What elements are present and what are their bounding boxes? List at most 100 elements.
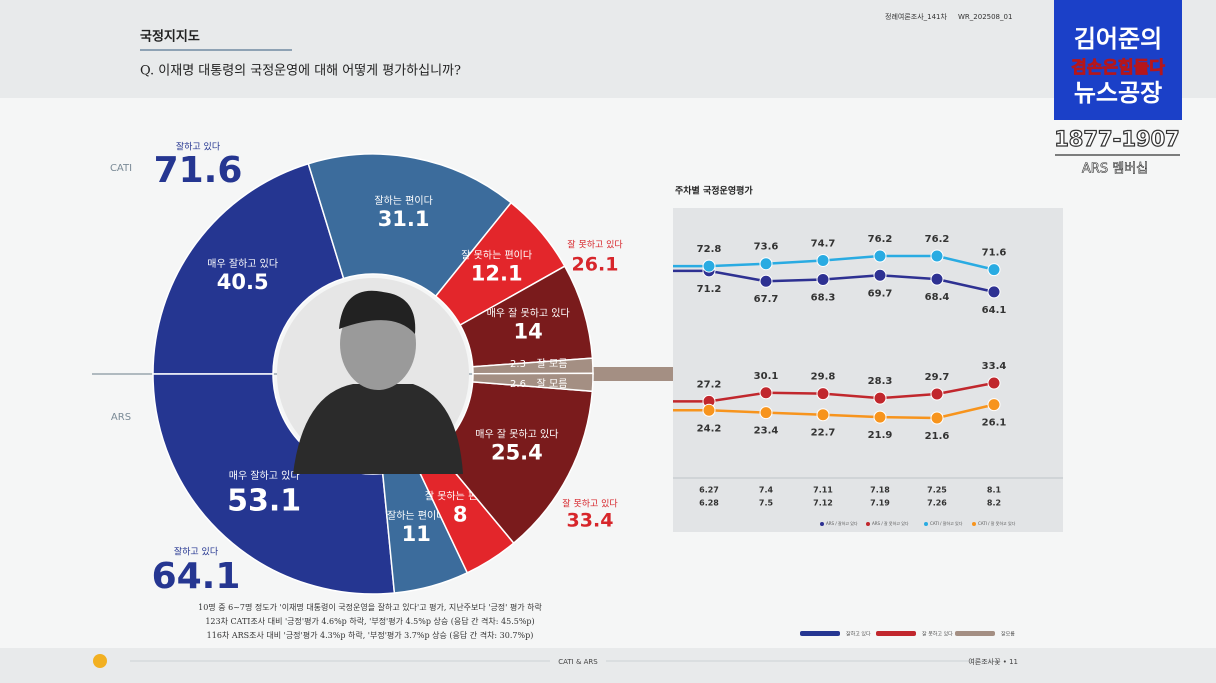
legend-dot (924, 522, 928, 526)
legend-swatch (800, 631, 840, 636)
logo-line3: 뉴스공장 (1074, 79, 1162, 107)
footer-band (0, 648, 1216, 683)
data-label: 21.9 (868, 430, 893, 441)
series-point (930, 249, 944, 263)
legend-dot (820, 522, 824, 526)
legend-dot (972, 522, 976, 526)
segment-value: 11 (402, 522, 431, 546)
segment-label: 매우 잘 못하고 있다 (475, 427, 558, 440)
data-label: 22.7 (811, 428, 836, 439)
segment-value: 2.3 (510, 359, 526, 370)
logo-line2: 겸손은힘들다 (1071, 57, 1165, 78)
total-label: 잘하고 있다 (174, 546, 219, 558)
series-name: ARS (111, 412, 131, 423)
data-label: 73.6 (754, 242, 779, 253)
segment-value: 25.4 (491, 440, 543, 464)
footer-center: CATI & ARS (558, 658, 598, 666)
data-label: 27.2 (697, 379, 722, 390)
segment-label: 잘하는 편이다 (387, 509, 445, 522)
series-point (873, 268, 887, 282)
series-point (873, 391, 887, 405)
segment-label: 잘 모름 (537, 358, 568, 370)
x-tick-label: 7.5 (759, 499, 774, 508)
survey-code: WR_202508_01 (958, 13, 1012, 21)
data-label: 68.3 (811, 292, 836, 303)
footer-mask (550, 654, 606, 668)
segment-label: 잘하는 편이다 (374, 194, 432, 207)
donut-segment (307, 153, 513, 298)
series-point (930, 387, 944, 401)
legend-label: 잘 못하고 있다 (922, 631, 953, 638)
donut-segment (152, 162, 345, 375)
logo-phone: 1877-1907 (1054, 127, 1180, 151)
x-tick-label: 7.11 (813, 486, 833, 495)
total-label: 잘 못하고 있다 (567, 239, 623, 251)
photo-figure (293, 384, 463, 474)
series-point (873, 410, 887, 424)
legend-label: 잘하고 있다 (846, 631, 871, 638)
total-label: 잘 못하고 있다 (562, 498, 618, 510)
legend-label: ARS / 잘하고 있다 (826, 520, 858, 526)
series-point (816, 272, 830, 286)
segment-value: 14 (514, 319, 543, 343)
series-point (930, 411, 944, 425)
total-value: 26.1 (572, 254, 619, 276)
series-name: CATI (110, 163, 132, 174)
data-label: 26.1 (982, 418, 1007, 429)
segment-label: 잘 못하는 편이다 (461, 248, 532, 261)
x-tick-label: 6.28 (699, 499, 719, 508)
segment-value: 2.6 (510, 379, 526, 390)
logo-line1: 김어준의 (1074, 25, 1162, 53)
footnote: 10명 중 6~7명 정도가 '이재명 대통령이 국정운영을 잘하고 있다'고 … (198, 602, 542, 612)
data-label: 72.8 (697, 244, 722, 255)
data-label: 74.7 (811, 238, 836, 249)
data-label: 28.3 (868, 376, 893, 387)
total-value: 71.6 (154, 150, 243, 191)
section-title: 국정지지도 (140, 29, 200, 45)
series-point (816, 408, 830, 422)
series-point (873, 249, 887, 263)
series-point (987, 376, 1001, 390)
segment-label: 잘 모름 (537, 378, 568, 390)
legend-label: ARS / 잘 못하고 있다 (872, 520, 909, 526)
data-label: 67.7 (754, 294, 779, 305)
series-point (759, 406, 773, 420)
total-value: 33.4 (567, 510, 614, 532)
series-point (987, 263, 1001, 277)
unknown-strip (583, 367, 673, 381)
legend-swatch (876, 631, 916, 636)
series-point (816, 387, 830, 401)
footer-logo (93, 654, 107, 668)
total-label: 잘하고 있다 (176, 141, 221, 153)
legend-label: CATI / 잘하고 있다 (930, 520, 963, 526)
series-point (987, 398, 1001, 412)
logo-box (1054, 0, 1182, 120)
segment-value: 8 (453, 503, 468, 527)
segment-value: 12.1 (471, 261, 523, 285)
x-tick-label: 7.12 (813, 499, 833, 508)
data-label: 68.4 (925, 292, 950, 303)
legend-label: CATI / 잘 못하고 있다 (978, 520, 1016, 526)
segment-label: 매우 잘하고 있다 (229, 469, 300, 482)
segment-value: 40.5 (217, 270, 269, 294)
legend-dot (866, 522, 870, 526)
legend-label: 잘모름 (1001, 631, 1015, 638)
x-tick-label: 7.18 (870, 486, 890, 495)
total-value: 64.1 (152, 556, 241, 597)
data-label: 69.7 (868, 288, 893, 299)
data-label: 29.7 (925, 372, 950, 383)
data-label: 64.1 (982, 305, 1007, 316)
x-tick-label: 7.4 (759, 486, 774, 495)
legend-swatch (955, 631, 995, 636)
x-tick-label: 8.1 (987, 486, 1002, 495)
series-point (816, 253, 830, 267)
donut-segment (471, 372, 594, 393)
data-label: 71.6 (982, 248, 1007, 259)
question: Q. 이재명 대통령의 국정운영에 대해 어떻게 평가하십니까? (140, 64, 461, 79)
data-label: 76.2 (868, 234, 893, 245)
series-point (759, 386, 773, 400)
data-label: 29.8 (811, 372, 836, 383)
data-label: 71.2 (697, 284, 722, 295)
